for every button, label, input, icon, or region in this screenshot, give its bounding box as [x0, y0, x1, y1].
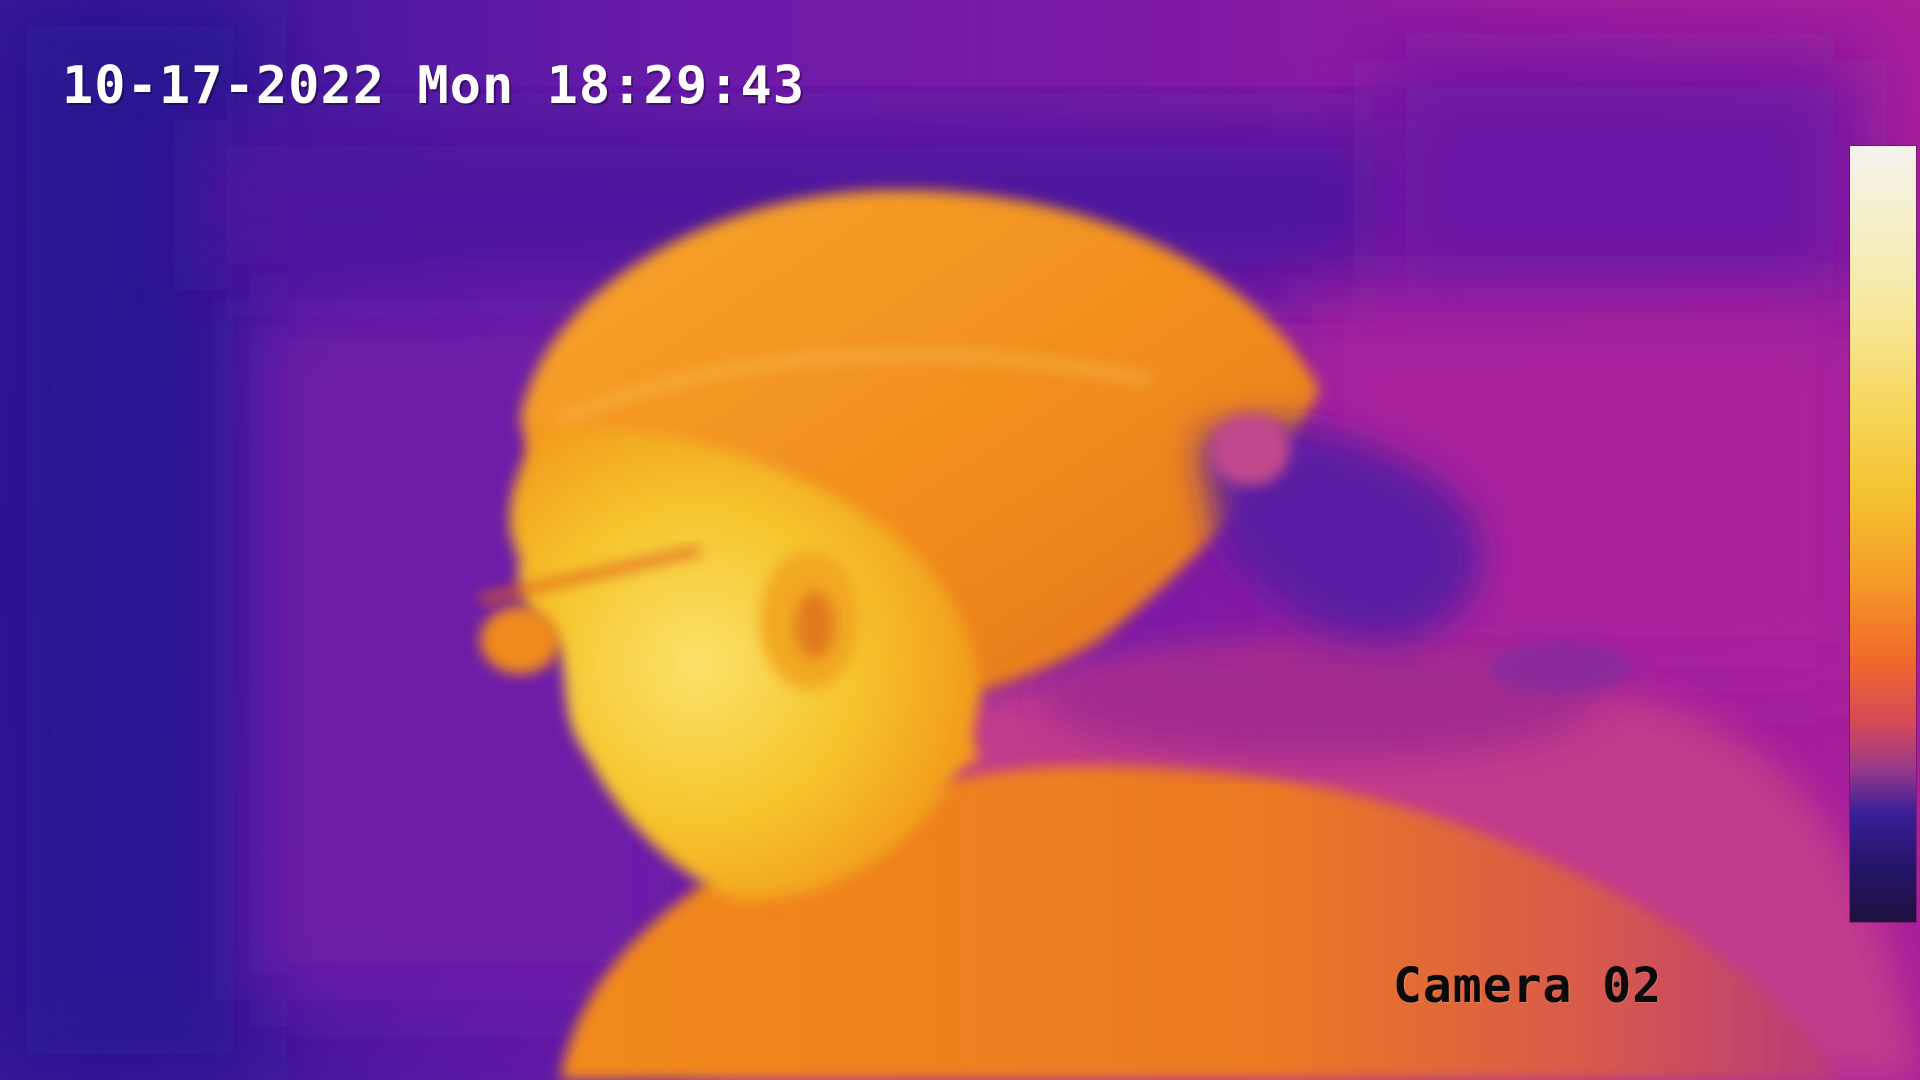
- ear-inner: [795, 591, 835, 659]
- glasses-lens: [480, 606, 560, 674]
- camera-label: Camera 02: [1393, 958, 1663, 1014]
- timestamp-overlay: 10-17-2022 Mon 18:29:43: [62, 56, 806, 116]
- face: [509, 427, 980, 900]
- person-head: [479, 190, 1480, 900]
- hood-fold: [1490, 642, 1630, 694]
- glasses-arm: [479, 546, 701, 604]
- hair-streak: [558, 349, 1151, 425]
- hair-tie: [1210, 414, 1290, 486]
- collar-shadow: [1040, 640, 1600, 760]
- temperature-color-scale: [1850, 146, 1916, 922]
- right-wall: [1380, 60, 1860, 320]
